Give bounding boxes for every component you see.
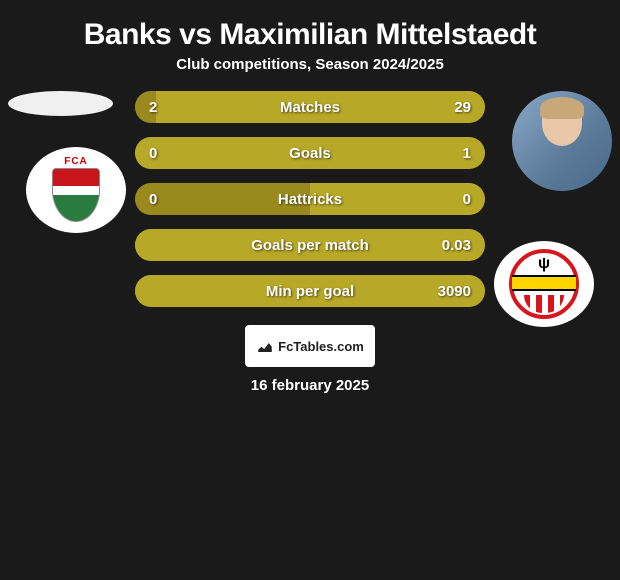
stat-right-value: 1 [463, 145, 471, 162]
subtitle: Club competitions, Season 2024/2025 [0, 56, 620, 91]
brand-text: FcTables.com [278, 339, 364, 354]
stat-bar: 0.03 Goals per match [135, 229, 485, 261]
chart-icon [256, 337, 274, 355]
stat-label: Goals per match [251, 237, 369, 254]
stat-label: Hattricks [278, 191, 342, 208]
stat-label: Min per goal [266, 283, 354, 300]
stat-right-value: 3090 [438, 283, 471, 300]
stat-left-value: 2 [149, 99, 157, 116]
brand-badge[interactable]: FcTables.com [245, 325, 375, 367]
player-right-avatar [512, 91, 612, 191]
stat-left-value: 0 [149, 145, 157, 162]
stat-label: Goals [289, 145, 331, 162]
stat-bar: 0 1 Goals [135, 137, 485, 169]
stat-right-value: 0.03 [442, 237, 471, 254]
stat-right-value: 0 [463, 191, 471, 208]
stats-area: ψ 2 29 Matches 0 1 Goals 0 0 Hattricks 0.03 Goals … [0, 91, 620, 307]
page-title: Banks vs Maximilian Mittelstaedt [0, 10, 620, 56]
comparison-card: Banks vs Maximilian Mittelstaedt Club co… [0, 0, 620, 404]
stat-right-value: 29 [454, 99, 471, 116]
player-left-avatar [8, 91, 113, 116]
player-right-column: ψ [512, 91, 612, 191]
club-right-badge: ψ [494, 241, 594, 327]
player-left-column [8, 91, 113, 136]
stat-label: Matches [280, 99, 340, 116]
club-left-badge [26, 147, 126, 233]
stat-bar: 2 29 Matches [135, 91, 485, 123]
stat-left-value: 0 [149, 191, 157, 208]
footer-date: 16 february 2025 [0, 377, 620, 394]
stat-bar: 3090 Min per goal [135, 275, 485, 307]
stat-bar: 0 0 Hattricks [135, 183, 485, 215]
